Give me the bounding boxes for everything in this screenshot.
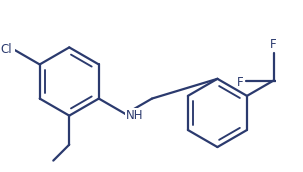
- Text: F: F: [270, 37, 277, 51]
- Text: F: F: [237, 76, 244, 89]
- Text: NH: NH: [126, 109, 143, 122]
- Text: Cl: Cl: [0, 43, 12, 56]
